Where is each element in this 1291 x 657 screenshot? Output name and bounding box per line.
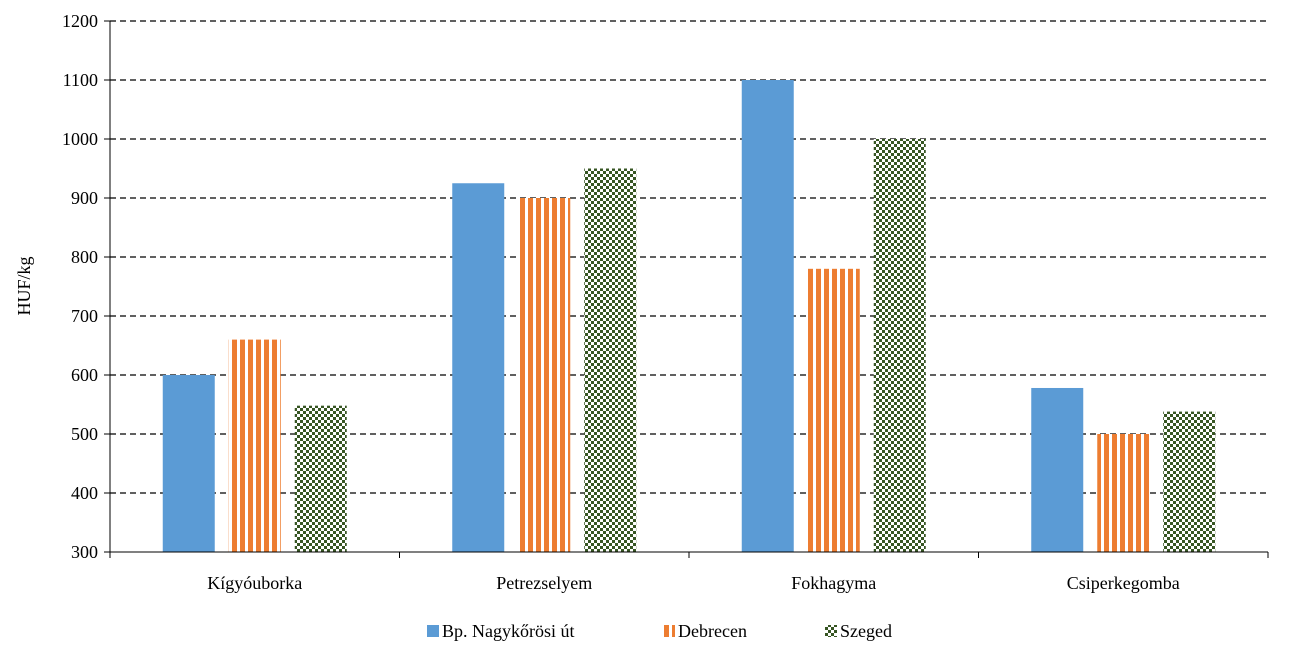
y-tick-label: 1200	[62, 11, 98, 31]
bar-szeged-2	[873, 139, 926, 552]
y-axis-title: HUF/kg	[14, 256, 34, 315]
y-tick-label: 700	[71, 306, 98, 326]
gridlines	[110, 20, 1268, 494]
bar-bp-nagyk-r-si-t-3	[1031, 387, 1084, 552]
y-tick-label: 900	[71, 188, 98, 208]
bar-bp-nagyk-r-si-t-0	[162, 375, 215, 552]
x-category-labels: Kígyóuborka Petrezselyem Fokhagyma Csiperke…	[207, 573, 1179, 593]
bars	[162, 80, 1216, 552]
y-tick-label: 400	[71, 483, 98, 503]
legend-label-0: Bp. Nagykőrösi út	[442, 621, 575, 641]
x-category-label: Kígyóuborka	[207, 573, 302, 593]
bar-szeged-0	[294, 405, 347, 552]
bar-debrecen-2	[807, 268, 860, 552]
bar-bp-nagyk-r-si-t-1	[452, 183, 505, 552]
y-tick-label: 500	[71, 424, 98, 444]
y-tick-label: 1000	[62, 129, 98, 149]
bar-debrecen-0	[228, 339, 281, 552]
bar-debrecen-3	[1097, 434, 1150, 552]
x-category-label: Petrezselyem	[496, 573, 592, 593]
legend-label-1: Debrecen	[678, 621, 747, 641]
y-tick-label: 800	[71, 247, 98, 267]
legend: Bp. Nagykőrösi út Debrecen Szeged	[427, 621, 892, 641]
y-tick-label: 300	[71, 542, 98, 562]
y-tick-label: 600	[71, 365, 98, 385]
legend-swatch-0	[427, 625, 439, 637]
legend-swatch-1	[663, 625, 675, 637]
legend-swatch-2	[825, 625, 837, 637]
bar-debrecen-1	[518, 198, 571, 552]
bar-szeged-1	[584, 168, 637, 552]
legend-label-2: Szeged	[840, 621, 892, 641]
axes	[109, 21, 1269, 558]
x-category-label: Fokhagyma	[791, 573, 876, 593]
bar-szeged-3	[1163, 411, 1216, 552]
bar-bp-nagyk-r-si-t-2	[741, 80, 794, 552]
x-category-label: Csiperkegomba	[1067, 573, 1180, 593]
y-tick-labels: 300 400 500 600 700 800 900 1000 1100 1200	[62, 11, 110, 562]
y-tick-label: 1100	[63, 70, 98, 90]
